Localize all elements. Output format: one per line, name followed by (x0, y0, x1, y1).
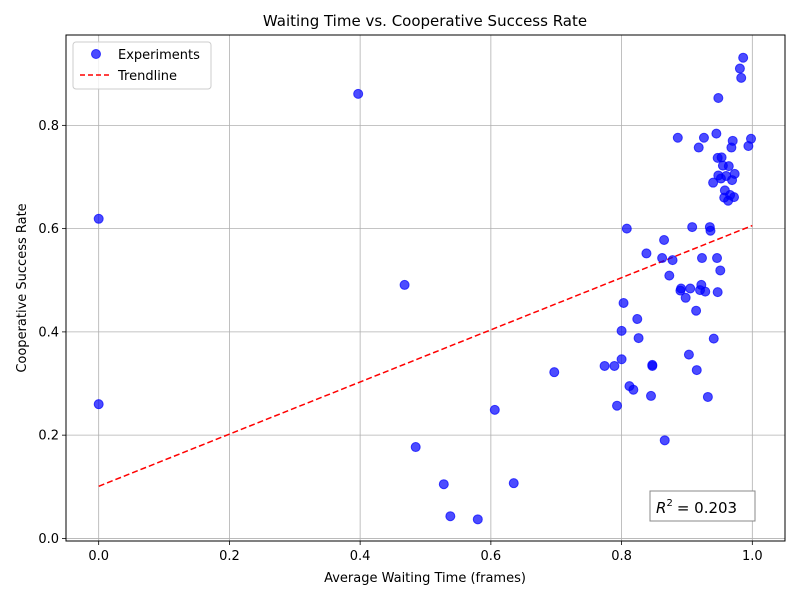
data-point (672, 132, 683, 143)
data-point (698, 132, 709, 143)
y-axis-label: Cooperative Success Rate (15, 203, 30, 372)
chart-title: Waiting Time vs. Cooperative Success Rat… (263, 12, 587, 30)
y-tick-label: 0.6 (38, 222, 59, 237)
data-point (616, 325, 627, 336)
data-point (549, 367, 560, 378)
x-tick-label: 0.2 (219, 549, 240, 564)
r2-text: R2 = 0.203 (656, 498, 737, 517)
x-tick-label: 0.8 (611, 549, 632, 564)
r2-value: = 0.203 (677, 499, 737, 517)
plot-frame (65, 34, 786, 542)
y-tick-label: 0.2 (38, 429, 59, 444)
data-point (729, 192, 740, 203)
legend-marker-experiments (91, 49, 101, 59)
data-point (702, 391, 713, 402)
data-point (716, 152, 727, 163)
data-point (93, 213, 104, 224)
data-point (683, 349, 694, 360)
data-point (708, 177, 719, 188)
data-point (647, 360, 658, 371)
data-point (616, 354, 627, 365)
r2-superscript: 2 (666, 498, 672, 509)
data-point (646, 390, 657, 401)
data-point (746, 133, 757, 144)
x-axis-ticks: 0.0 0.2 0.4 0.6 0.8 1.0 (88, 541, 763, 564)
points-layer (93, 52, 757, 525)
data-point (438, 479, 449, 490)
legend: Experiments Trendline (72, 41, 212, 90)
r2-box (649, 490, 756, 522)
trendline-layer (98, 224, 753, 487)
data-point (693, 142, 704, 153)
trendline (98, 224, 753, 487)
x-tick-label: 0.6 (481, 549, 502, 564)
grid (66, 35, 785, 541)
data-point (93, 399, 104, 410)
x-tick-label: 0.4 (350, 549, 371, 564)
data-point (633, 333, 644, 344)
data-point (609, 360, 620, 371)
data-point (712, 287, 723, 298)
data-point (508, 478, 519, 489)
data-point (472, 514, 483, 525)
data-point (736, 72, 747, 83)
data-point (723, 161, 734, 172)
x-tick-label: 0.0 (88, 549, 109, 564)
data-point (705, 225, 716, 236)
data-point (618, 297, 629, 308)
data-point (738, 52, 749, 63)
data-point (685, 283, 696, 294)
data-point (399, 279, 410, 290)
data-point (715, 265, 726, 276)
data-point (691, 365, 702, 376)
data-point (691, 305, 702, 316)
data-point (712, 253, 723, 264)
data-point (489, 404, 500, 415)
legend-label-experiments: Experiments (118, 48, 200, 63)
x-tick-label: 1.0 (742, 549, 763, 564)
data-point (445, 511, 456, 522)
y-axis-ticks: 0.0 0.2 0.4 0.6 0.8 (38, 119, 66, 547)
data-point (687, 222, 698, 233)
data-point (696, 253, 707, 264)
data-point (711, 128, 722, 139)
data-point (632, 313, 643, 324)
data-point (729, 168, 740, 179)
r2-annotation: R2 = 0.203 (649, 490, 756, 522)
data-point (410, 442, 421, 453)
y-tick-label: 0.0 (38, 532, 59, 547)
data-point (612, 400, 623, 411)
data-point (727, 135, 738, 146)
y-tick-label: 0.4 (38, 325, 59, 340)
data-point (680, 292, 691, 303)
data-point (667, 255, 678, 266)
r2-symbol: R (656, 499, 666, 517)
data-point (700, 286, 711, 297)
data-point (713, 92, 724, 103)
data-point (641, 248, 652, 259)
data-point (353, 88, 364, 99)
data-point (657, 253, 668, 264)
legend-box (72, 41, 212, 90)
data-point (659, 435, 670, 446)
data-point (628, 384, 639, 395)
y-tick-label: 0.8 (38, 119, 59, 134)
x-axis-label: Average Waiting Time (frames) (324, 571, 526, 586)
data-point (708, 333, 719, 344)
data-point (676, 283, 687, 294)
data-point (621, 223, 632, 234)
data-point (659, 234, 670, 245)
data-point (734, 63, 745, 74)
data-point (599, 360, 610, 371)
legend-label-trendline: Trendline (117, 69, 177, 84)
data-point (664, 270, 675, 281)
